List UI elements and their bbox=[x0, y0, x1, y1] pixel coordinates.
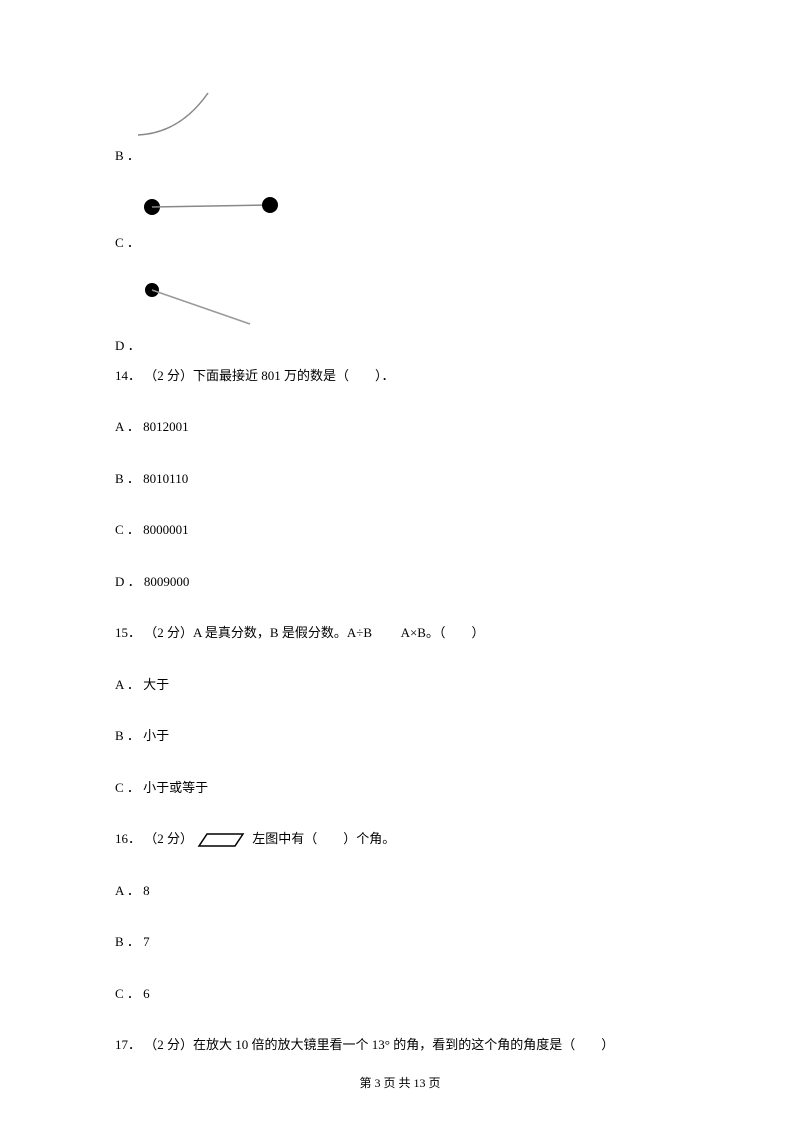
q15-option-b: B ． 小于 bbox=[115, 726, 685, 746]
page-footer: 第 3 页 共 13 页 bbox=[0, 1074, 800, 1092]
ray-figure bbox=[130, 280, 270, 330]
option-b-label: B ． bbox=[115, 146, 685, 166]
option-c-label: C ． bbox=[115, 233, 685, 253]
parallelogram-icon bbox=[197, 832, 245, 848]
line-segment-figure bbox=[130, 194, 290, 219]
q16-option-b: B ． 7 bbox=[115, 932, 685, 952]
option-c-group: C ． bbox=[115, 176, 685, 253]
q16-option-a: A ． 8 bbox=[115, 881, 685, 901]
question-16: 16． （2 分） 左图中有（ ）个角。 bbox=[115, 829, 685, 849]
option-d-label: D ． bbox=[115, 336, 685, 356]
q16-prefix: 16． （2 分） bbox=[115, 831, 193, 846]
question-14: 14． （2 分）下面最接近 801 万的数是（ ）． bbox=[115, 366, 685, 386]
q15-option-c: C ． 小于或等于 bbox=[115, 778, 685, 798]
question-17: 17． （2 分）在放大 10 倍的放大镜里看一个 13° 的角，看到的这个角的… bbox=[115, 1035, 685, 1055]
q14-option-d: D ． 8009000 bbox=[115, 572, 685, 592]
question-15: 15． （2 分）A 是真分数，B 是假分数。A÷B A×B。（ ） bbox=[115, 623, 685, 643]
q14-option-a: A ． 8012001 bbox=[115, 417, 685, 437]
option-d-group: D ． bbox=[115, 262, 685, 356]
q14-option-c: C ． 8000001 bbox=[115, 520, 685, 540]
q16-option-c: C ． 6 bbox=[115, 984, 685, 1004]
q14-option-b: B ． 8010110 bbox=[115, 469, 685, 489]
curve-line-figure bbox=[130, 85, 225, 140]
option-b-group: B ． bbox=[115, 85, 685, 166]
q16-suffix: 左图中有（ ）个角。 bbox=[249, 831, 395, 846]
q15-option-a: A ． 大于 bbox=[115, 675, 685, 695]
